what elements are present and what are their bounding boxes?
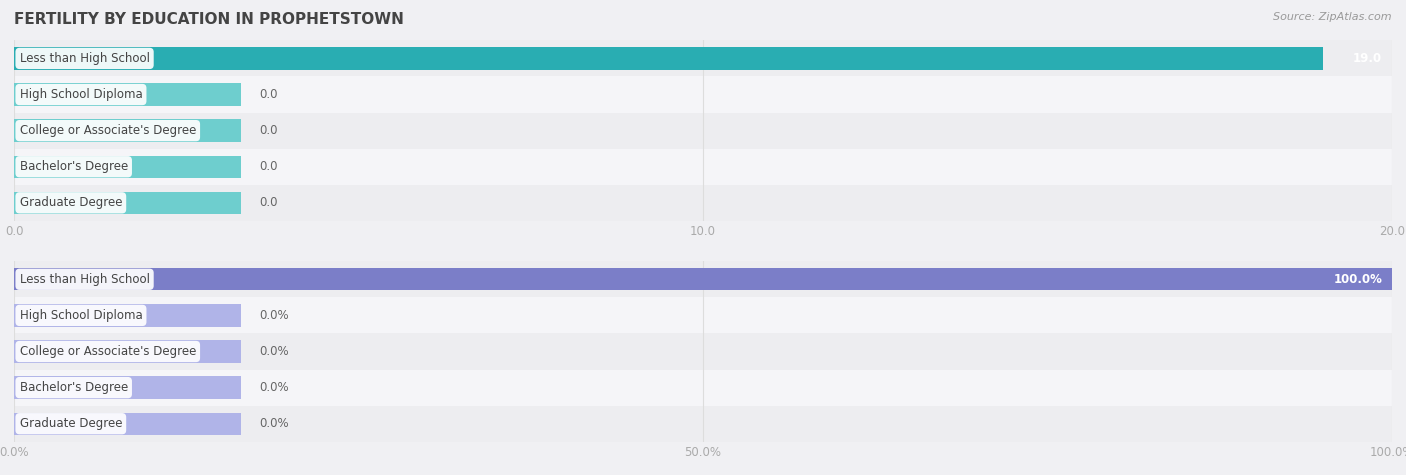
Bar (14, 412, 242, 435)
Text: FERTILITY BY EDUCATION IN PROPHETSTOWN: FERTILITY BY EDUCATION IN PROPHETSTOWN (14, 12, 404, 27)
Text: Bachelor's Degree: Bachelor's Degree (20, 381, 128, 394)
Text: College or Associate's Degree: College or Associate's Degree (20, 345, 195, 358)
Bar (14, 297, 1392, 333)
Bar (14, 333, 1392, 370)
Text: 0.0%: 0.0% (260, 345, 290, 358)
Text: 0.0%: 0.0% (260, 309, 290, 322)
Text: 100.0%: 100.0% (1333, 273, 1382, 286)
Bar (14, 191, 242, 214)
Text: High School Diploma: High School Diploma (20, 88, 142, 101)
Text: Less than High School: Less than High School (20, 273, 149, 286)
Bar (14, 83, 242, 106)
Text: Bachelor's Degree: Bachelor's Degree (20, 160, 128, 173)
Text: High School Diploma: High School Diploma (20, 309, 142, 322)
Bar (14, 340, 242, 363)
Text: 0.0%: 0.0% (260, 417, 290, 430)
Text: Graduate Degree: Graduate Degree (20, 196, 122, 209)
Text: Graduate Degree: Graduate Degree (20, 417, 122, 430)
Bar (14, 40, 1392, 76)
Bar (14, 185, 1392, 221)
Text: 0.0: 0.0 (260, 160, 278, 173)
Bar (14, 113, 1392, 149)
Text: 0.0%: 0.0% (260, 381, 290, 394)
Bar (14, 149, 1392, 185)
Bar (14, 304, 242, 327)
Text: 19.0: 19.0 (1353, 52, 1382, 65)
Text: Less than High School: Less than High School (20, 52, 149, 65)
Text: 0.0: 0.0 (260, 124, 278, 137)
Bar (14, 155, 242, 178)
Bar (14, 406, 1392, 442)
Bar (14, 119, 242, 142)
Bar (14, 261, 1392, 297)
Text: College or Associate's Degree: College or Associate's Degree (20, 124, 195, 137)
Bar (14, 370, 1392, 406)
Text: 0.0: 0.0 (260, 196, 278, 209)
Bar (14, 268, 1392, 291)
Bar (14, 47, 1323, 70)
Text: 0.0: 0.0 (260, 88, 278, 101)
Bar (14, 76, 1392, 113)
Bar (14, 376, 242, 399)
Text: Source: ZipAtlas.com: Source: ZipAtlas.com (1274, 12, 1392, 22)
